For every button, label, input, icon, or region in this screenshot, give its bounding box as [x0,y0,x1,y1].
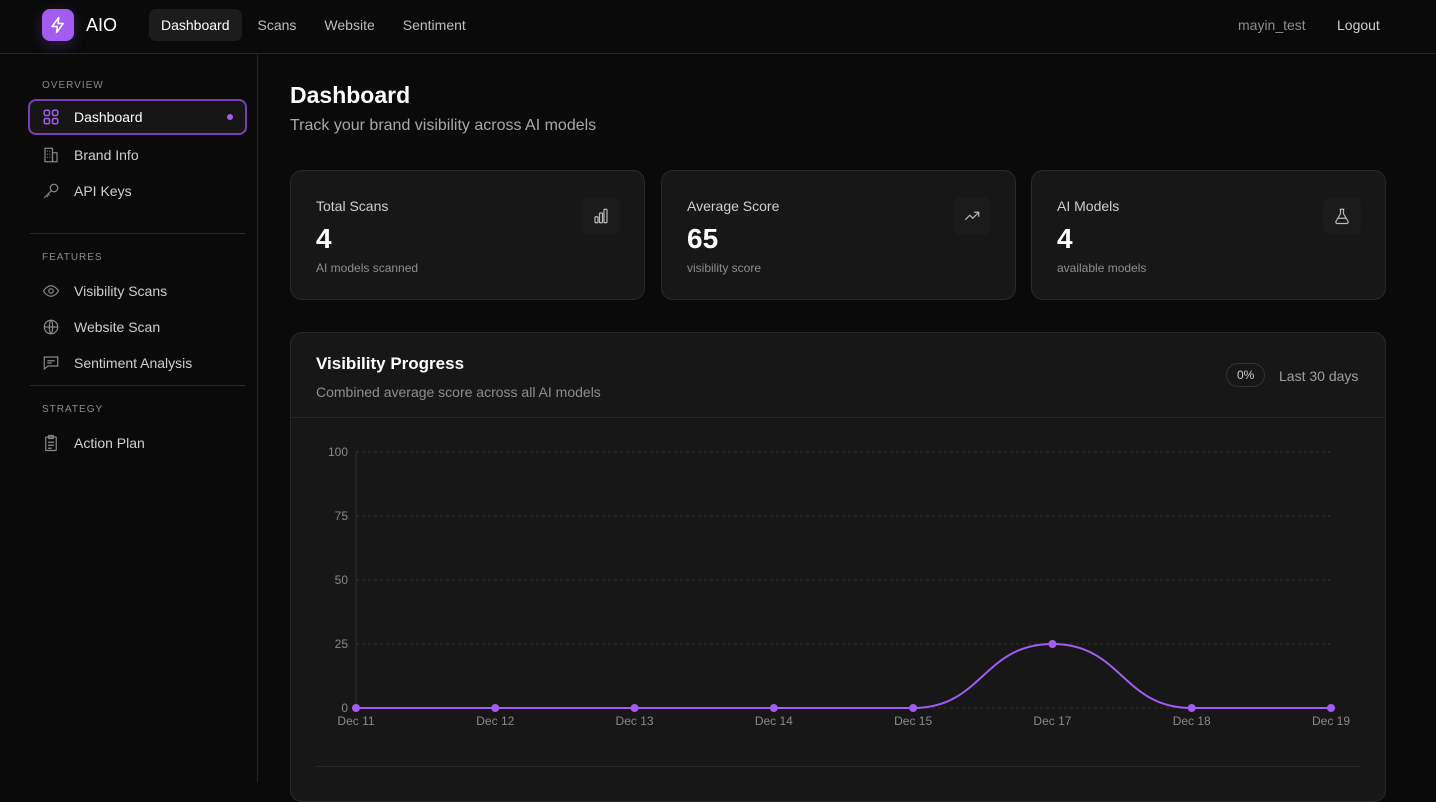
sidebar-item-label: Brand Info [74,147,139,163]
visibility-line-chart: 0 25 50 75 100 Dec 11 Dec 12 Dec 13 Dec 14 Dec 15… [328,445,1350,728]
sidebar-item-action-plan[interactable]: Action Plan [28,425,247,461]
grid-icon [43,109,59,125]
sidebar-item-visibility-scans[interactable]: Visibility Scans [28,273,247,309]
data-point [769,704,778,712]
stat-desc: AI models scanned [316,261,419,275]
sidebar-item-label: Website Scan [74,319,161,335]
y-tick-label: 0 [341,701,348,715]
x-tick-label: Dec 14 [755,714,793,728]
active-indicator [227,114,233,120]
panel-title: Visibility Progress [316,354,465,373]
data-point [1327,704,1335,712]
sidebar-item-label: Dashboard [74,109,143,125]
nav-dashboard[interactable]: Dashboard [149,9,242,41]
section-features: FEATURES [42,252,103,263]
stat-card-ai-models: AI Models 4 available models [1031,170,1386,300]
key-icon [43,183,59,199]
flask-icon [1335,208,1349,225]
stat-card-average-score: Average Score 65 visibility score [661,170,1016,300]
sidebar: OVERVIEW Dashboard Brand Info API Keys F… [0,54,258,782]
data-point [909,704,918,712]
logo[interactable] [42,9,74,41]
stat-card-total-scans: Total Scans 4 AI models scanned [290,170,645,300]
stat-desc: visibility score [687,261,762,275]
y-tick-label: 100 [328,445,348,459]
sidebar-item-sentiment-analysis[interactable]: Sentiment Analysis [28,345,247,381]
divider [316,766,1361,767]
section-overview: OVERVIEW [42,80,104,91]
sidebar-item-dashboard[interactable]: Dashboard [28,99,247,135]
visibility-progress-panel: Visibility Progress Combined average sco… [290,332,1386,802]
app-name: AIO [86,15,118,35]
x-tick-label: Dec 18 [1173,714,1211,728]
data-point [630,704,639,712]
series-line [356,642,1331,709]
stat-desc: available models [1057,261,1147,275]
sidebar-item-website-scan[interactable]: Website Scan [28,309,247,345]
message-icon [43,356,59,371]
stat-value: 4 [316,223,332,254]
page-subtitle: Track your brand visibility across AI mo… [290,117,597,134]
username: mayin_test [1238,17,1306,33]
main-nav: Dashboard Scans Website Sentiment [149,9,478,41]
page-title: Dashboard [290,82,411,108]
clipboard-icon [45,434,57,452]
stat-value: 65 [687,223,719,254]
stat-label: Total Scans [316,198,389,214]
change-badge: 0% [1226,363,1266,387]
stat-label: Average Score [687,198,780,214]
stat-value: 4 [1057,223,1073,254]
x-tick-label: Dec 15 [894,714,932,728]
y-tick-label: 50 [335,573,349,587]
x-tick-label: Dec 11 [337,714,374,728]
y-tick-label: 25 [335,637,349,651]
nav-sentiment[interactable]: Sentiment [402,17,466,33]
nav-scans[interactable]: Scans [257,17,297,33]
top-nav-bar: AIO Dashboard Scans Website Sentiment ma… [0,0,1436,54]
trending-up-icon [964,211,980,221]
nav-website[interactable]: Website [324,17,375,33]
data-point [1187,704,1196,712]
globe-icon [43,319,59,335]
data-point [491,704,500,712]
sidebar-item-brand-info[interactable]: Brand Info [28,137,247,173]
x-tick-label: Dec 13 [616,714,654,728]
y-tick-label: 75 [335,509,349,523]
data-point [1048,640,1057,648]
stat-label: AI Models [1057,198,1120,214]
section-strategy: STRATEGY [42,404,104,415]
bar-chart-icon [594,208,608,224]
sidebar-item-label: Action Plan [74,435,145,451]
divider [291,417,1385,418]
sidebar-item-api-keys[interactable]: API Keys [28,173,247,209]
sidebar-item-label: API Keys [74,183,132,199]
divider [30,233,245,234]
data-point [352,704,360,712]
x-tick-label: Dec 12 [476,714,514,728]
eye-icon [42,285,60,297]
panel-subtitle: Combined average score across all AI mod… [316,384,601,400]
lightning-icon [51,16,64,34]
range-label[interactable]: Last 30 days [1279,368,1359,384]
logout-button[interactable]: Logout [1337,17,1380,33]
divider [30,385,245,386]
x-tick-label: Dec 17 [1033,714,1071,728]
x-tick-label: Dec 19 [1312,714,1350,728]
building-icon [44,147,58,163]
sidebar-item-label: Sentiment Analysis [74,355,193,371]
sidebar-item-label: Visibility Scans [74,283,168,299]
